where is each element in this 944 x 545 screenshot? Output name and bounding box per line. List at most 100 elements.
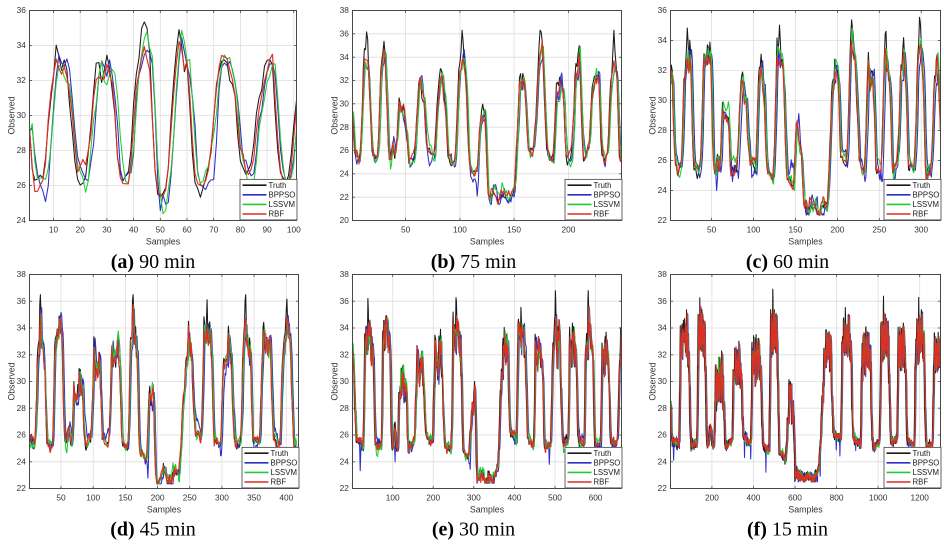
svg-text:1000: 1000 bbox=[869, 493, 888, 503]
svg-text:250: 250 bbox=[872, 225, 886, 235]
svg-text:BPPSO: BPPSO bbox=[594, 459, 621, 468]
svg-text:200: 200 bbox=[426, 493, 440, 503]
svg-text:(f) 15 min: (f) 15 min bbox=[747, 519, 828, 541]
svg-text:30: 30 bbox=[658, 376, 668, 386]
svg-text:26: 26 bbox=[658, 430, 668, 440]
svg-text:50: 50 bbox=[156, 225, 166, 235]
svg-text:70: 70 bbox=[209, 225, 219, 235]
svg-text:RBF: RBF bbox=[913, 210, 929, 219]
svg-text:60: 60 bbox=[182, 225, 192, 235]
svg-text:RBF: RBF bbox=[269, 210, 285, 219]
svg-text:LSSVM: LSSVM bbox=[913, 468, 939, 477]
svg-text:24: 24 bbox=[340, 168, 350, 178]
svg-text:LSSVM: LSSVM bbox=[271, 468, 297, 477]
svg-text:22: 22 bbox=[340, 192, 350, 202]
svg-text:(b) 75 min: (b) 75 min bbox=[431, 251, 517, 273]
svg-text:28: 28 bbox=[658, 125, 668, 135]
svg-text:38: 38 bbox=[658, 269, 668, 279]
svg-text:30: 30 bbox=[17, 376, 27, 386]
svg-text:30: 30 bbox=[17, 110, 27, 120]
svg-text:32: 32 bbox=[340, 349, 350, 359]
svg-text:100: 100 bbox=[386, 493, 400, 503]
svg-text:26: 26 bbox=[17, 430, 27, 440]
svg-text:26: 26 bbox=[658, 155, 668, 165]
svg-text:100: 100 bbox=[86, 493, 100, 503]
svg-text:24: 24 bbox=[340, 456, 350, 466]
svg-text:LSSVM: LSSVM bbox=[913, 200, 939, 209]
svg-text:Observed: Observed bbox=[7, 96, 17, 134]
svg-text:Truth: Truth bbox=[594, 449, 612, 458]
svg-text:(e) 30 min: (e) 30 min bbox=[432, 519, 515, 541]
svg-text:350: 350 bbox=[247, 493, 261, 503]
svg-text:(d) 45 min: (d) 45 min bbox=[110, 519, 196, 541]
svg-text:600: 600 bbox=[589, 493, 603, 503]
svg-text:200: 200 bbox=[151, 493, 165, 503]
svg-text:34: 34 bbox=[658, 323, 668, 333]
svg-text:300: 300 bbox=[215, 493, 229, 503]
svg-text:50: 50 bbox=[401, 225, 411, 235]
svg-text:400: 400 bbox=[746, 493, 760, 503]
svg-text:500: 500 bbox=[548, 493, 562, 503]
svg-text:BPPSO: BPPSO bbox=[913, 191, 940, 200]
svg-text:Samples: Samples bbox=[146, 236, 181, 246]
svg-text:(a) 90 min: (a) 90 min bbox=[111, 251, 195, 273]
svg-text:Samples: Samples bbox=[788, 504, 823, 514]
svg-text:24: 24 bbox=[658, 456, 668, 466]
svg-text:32: 32 bbox=[17, 349, 27, 359]
svg-text:20: 20 bbox=[340, 215, 350, 225]
svg-text:Observed: Observed bbox=[648, 362, 658, 400]
svg-text:300: 300 bbox=[467, 493, 481, 503]
svg-text:Observed: Observed bbox=[7, 362, 17, 400]
svg-text:34: 34 bbox=[17, 40, 27, 50]
svg-text:400: 400 bbox=[507, 493, 521, 503]
svg-text:26: 26 bbox=[17, 180, 27, 190]
svg-text:34: 34 bbox=[17, 323, 27, 333]
svg-text:36: 36 bbox=[340, 296, 350, 306]
svg-text:BPPSO: BPPSO bbox=[594, 191, 621, 200]
svg-text:36: 36 bbox=[340, 28, 350, 38]
svg-text:150: 150 bbox=[507, 225, 521, 235]
svg-text:Truth: Truth bbox=[271, 449, 289, 458]
svg-text:Samples: Samples bbox=[788, 236, 823, 246]
svg-text:RBF: RBF bbox=[594, 478, 610, 487]
svg-text:22: 22 bbox=[17, 483, 27, 493]
svg-text:Observed: Observed bbox=[330, 96, 340, 134]
svg-text:80: 80 bbox=[236, 225, 246, 235]
svg-text:1200: 1200 bbox=[910, 493, 929, 503]
svg-text:22: 22 bbox=[658, 215, 668, 225]
svg-text:30: 30 bbox=[340, 376, 350, 386]
svg-text:Truth: Truth bbox=[913, 181, 931, 190]
svg-text:30: 30 bbox=[102, 225, 112, 235]
svg-text:28: 28 bbox=[340, 122, 350, 132]
svg-text:38: 38 bbox=[340, 5, 350, 15]
svg-text:24: 24 bbox=[17, 456, 27, 466]
svg-text:50: 50 bbox=[707, 225, 717, 235]
svg-text:150: 150 bbox=[118, 493, 132, 503]
svg-text:100: 100 bbox=[287, 225, 301, 235]
svg-text:100: 100 bbox=[747, 225, 761, 235]
svg-text:800: 800 bbox=[830, 493, 844, 503]
svg-text:Samples: Samples bbox=[147, 504, 182, 514]
svg-text:Truth: Truth bbox=[913, 449, 931, 458]
svg-text:36: 36 bbox=[17, 5, 27, 15]
svg-text:38: 38 bbox=[340, 269, 350, 279]
svg-text:26: 26 bbox=[340, 145, 350, 155]
svg-text:RBF: RBF bbox=[271, 478, 287, 487]
svg-text:24: 24 bbox=[658, 185, 668, 195]
svg-text:32: 32 bbox=[658, 65, 668, 75]
svg-text:100: 100 bbox=[453, 225, 467, 235]
svg-text:36: 36 bbox=[17, 296, 27, 306]
svg-text:600: 600 bbox=[788, 493, 802, 503]
svg-text:20: 20 bbox=[76, 225, 86, 235]
svg-text:32: 32 bbox=[340, 75, 350, 85]
svg-text:(c) 60 min: (c) 60 min bbox=[746, 251, 829, 273]
svg-text:Truth: Truth bbox=[269, 181, 287, 190]
svg-text:24: 24 bbox=[17, 215, 27, 225]
svg-text:36: 36 bbox=[658, 5, 668, 15]
svg-text:30: 30 bbox=[658, 95, 668, 105]
svg-text:90: 90 bbox=[262, 225, 272, 235]
svg-text:32: 32 bbox=[17, 75, 27, 85]
svg-text:200: 200 bbox=[830, 225, 844, 235]
svg-text:28: 28 bbox=[340, 403, 350, 413]
svg-text:BPPSO: BPPSO bbox=[913, 459, 940, 468]
